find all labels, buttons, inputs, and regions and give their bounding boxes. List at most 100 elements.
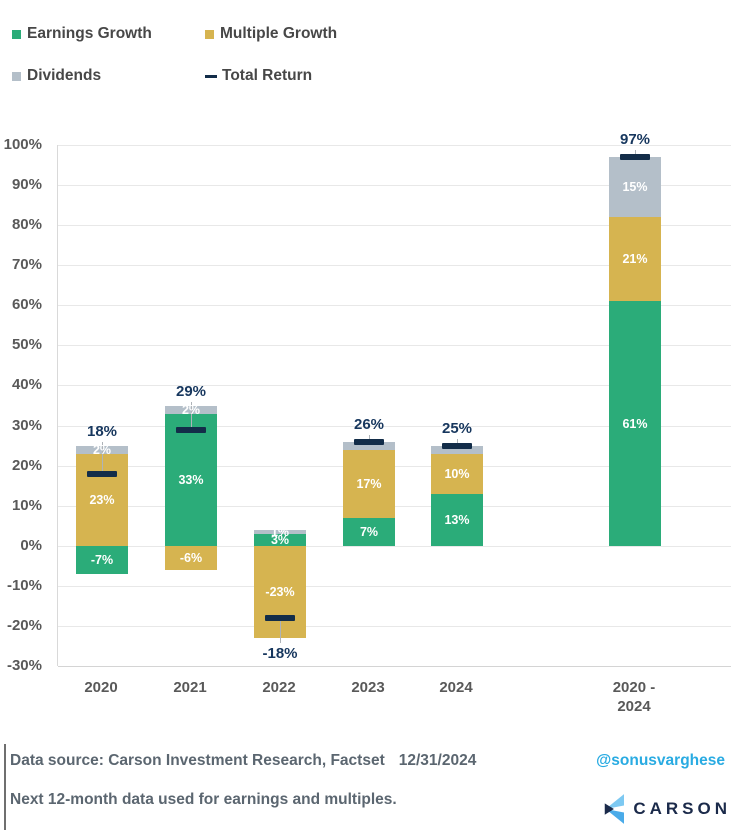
carson-logo-icon bbox=[605, 794, 625, 824]
legend-item-earnings-growth: Earnings Growth bbox=[12, 24, 152, 44]
gridline bbox=[58, 345, 731, 347]
legend-label: Dividends bbox=[27, 67, 102, 84]
bar-segment-earnings-growth bbox=[76, 545, 128, 574]
y-axis-tick: 90% bbox=[11, 176, 42, 194]
bar-segment-label: 17% bbox=[356, 476, 382, 491]
total-return-marker bbox=[354, 438, 384, 445]
bar-segment-label: -23% bbox=[265, 584, 295, 599]
x-axis-label: 2023 bbox=[351, 679, 385, 696]
y-axis-tick: 10% bbox=[11, 496, 42, 514]
bar-segment-label: 2% bbox=[181, 402, 201, 417]
gridline bbox=[58, 545, 731, 547]
y-axis-tick: 80% bbox=[11, 216, 42, 234]
y-axis-tick: 40% bbox=[11, 376, 42, 394]
bar-segment-label: 13% bbox=[444, 512, 470, 527]
bar-segment-earnings-growth bbox=[609, 301, 661, 546]
total-return-whisker bbox=[369, 434, 370, 442]
bar-segment-earnings-growth bbox=[254, 533, 306, 546]
x-axis-label: 2024 bbox=[439, 679, 473, 696]
data-source-label: Data source: Carson Investment Research,… bbox=[10, 752, 385, 769]
carson-logo: CARSON bbox=[603, 794, 731, 824]
x-axis-label: 2020 - 2024 bbox=[612, 679, 656, 715]
bar-segment-label: 10% bbox=[444, 466, 470, 481]
bar-segment-dividends bbox=[254, 529, 306, 534]
footer-left-rule bbox=[4, 744, 6, 830]
bar-segment-earnings-growth bbox=[343, 517, 395, 546]
bar-segment-multiple-growth bbox=[343, 449, 395, 518]
gridline bbox=[58, 625, 731, 627]
bar-segment-label: -6% bbox=[179, 550, 203, 565]
y-axis-tick: -20% bbox=[6, 616, 42, 634]
total-return-label: 26% bbox=[353, 415, 385, 433]
y-axis-tick: 30% bbox=[11, 416, 42, 434]
bar-segment-label: 21% bbox=[622, 252, 648, 267]
bar-segment-label: 1% bbox=[270, 524, 290, 539]
total-return-whisker bbox=[635, 150, 636, 158]
total-return-whisker bbox=[191, 401, 192, 430]
gridline bbox=[58, 585, 731, 587]
total-return-label: 18% bbox=[86, 422, 118, 440]
carson-wordmark: CARSON bbox=[633, 799, 731, 818]
plot-area: -7% 23% 2% 18% 33% -6% 2% 29% 3% -23% 1% -18% 7% 17% 2… bbox=[57, 131, 731, 667]
gridline bbox=[58, 425, 731, 427]
legend-item-dividends: Dividends bbox=[12, 66, 101, 86]
gridline bbox=[58, 265, 731, 267]
total-return-whisker bbox=[280, 617, 281, 643]
bar-segment-dividends bbox=[609, 157, 661, 218]
total-return-marker bbox=[442, 442, 472, 449]
legend-label: Multiple Growth bbox=[220, 25, 338, 42]
gridline bbox=[58, 305, 731, 307]
footer: Data source: Carson Investment Research,… bbox=[0, 738, 735, 835]
y-axis-tick: 60% bbox=[11, 296, 42, 314]
bar-segment-label: -7% bbox=[90, 552, 114, 567]
bar-segment-label: 33% bbox=[178, 472, 204, 487]
y-axis-tick: 20% bbox=[11, 456, 42, 474]
gridline bbox=[58, 225, 731, 227]
legend-label: Earnings Growth bbox=[27, 25, 152, 42]
footnote-text: Next 12-month data used for earnings and… bbox=[10, 791, 397, 808]
total-return-marker bbox=[265, 614, 295, 621]
x-axis-label: 2021 bbox=[173, 679, 207, 696]
bar-segment-dividends bbox=[343, 441, 395, 450]
total-return-label: 25% bbox=[441, 419, 473, 437]
gridline bbox=[58, 145, 731, 146]
dividends-square-icon bbox=[12, 71, 21, 81]
total-return-marker bbox=[176, 426, 206, 433]
total-return-whisker bbox=[102, 441, 103, 474]
bar-segment-label: 7% bbox=[359, 524, 379, 539]
y-axis-tick: 100% bbox=[3, 136, 42, 153]
legend-item-total-return: Total Return bbox=[205, 66, 312, 86]
bar-segment-multiple-growth bbox=[609, 217, 661, 302]
data-source-date: 12/31/2024 bbox=[398, 752, 477, 769]
y-axis-tick: -10% bbox=[6, 576, 42, 594]
x-axis-label: 2022 bbox=[262, 679, 296, 696]
y-axis-tick: -30% bbox=[6, 657, 42, 674]
earnings-growth-square-icon bbox=[12, 29, 21, 39]
total-return-label: 29% bbox=[175, 382, 207, 400]
bar-segment-earnings-growth bbox=[165, 413, 217, 546]
total-return-marker bbox=[620, 154, 650, 161]
y-axis-tick: 50% bbox=[11, 336, 42, 354]
bar-segment-label: 3% bbox=[270, 532, 290, 547]
bar-segment-label: 23% bbox=[89, 492, 115, 507]
legend-item-multiple-growth: Multiple Growth bbox=[205, 24, 337, 44]
total-return-whisker bbox=[457, 438, 458, 446]
gridline bbox=[58, 185, 731, 187]
legend-label: Total Return bbox=[222, 67, 313, 84]
bar-segment-earnings-growth bbox=[431, 493, 483, 546]
multiple-growth-square-icon bbox=[205, 29, 214, 39]
y-axis-tick: 70% bbox=[11, 256, 42, 274]
bar-segment-label: 61% bbox=[622, 416, 648, 431]
gridline bbox=[58, 385, 731, 387]
bar-segment-multiple-growth bbox=[431, 453, 483, 494]
bar-segment-dividends bbox=[431, 445, 483, 454]
data-source-text: Data source: Carson Investment Research,… bbox=[10, 752, 476, 770]
bar-segment-multiple-growth bbox=[165, 545, 217, 570]
total-return-label: 97% bbox=[619, 131, 651, 149]
twitter-handle[interactable]: @sonusvarghese bbox=[596, 752, 725, 769]
x-axis-label: 2020 bbox=[84, 679, 118, 696]
total-return-label: -18% bbox=[262, 644, 298, 662]
gridline bbox=[58, 666, 731, 667]
y-axis-tick: 0% bbox=[20, 536, 42, 554]
